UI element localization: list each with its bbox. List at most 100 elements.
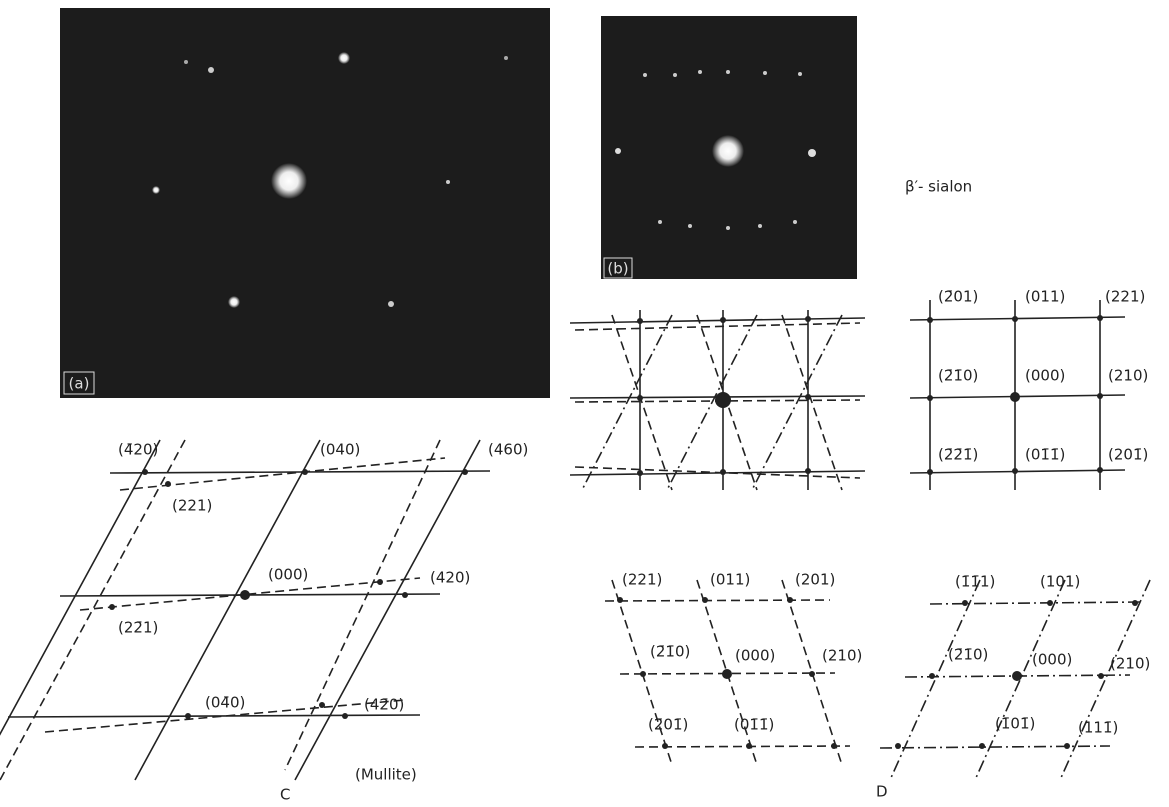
spot bbox=[662, 743, 668, 749]
spot bbox=[1064, 743, 1070, 749]
lattice-line bbox=[135, 440, 320, 780]
spot bbox=[617, 597, 623, 603]
index-label: (000) bbox=[735, 647, 775, 665]
lattice-line bbox=[575, 467, 860, 478]
spot bbox=[165, 481, 171, 487]
spot bbox=[637, 318, 643, 324]
index-label: (420) bbox=[430, 569, 470, 587]
spot bbox=[746, 743, 752, 749]
spot bbox=[1012, 468, 1018, 474]
index-label: (011) bbox=[1025, 288, 1065, 306]
index-label: (2̄01) bbox=[938, 288, 978, 306]
spot bbox=[342, 713, 348, 719]
spot bbox=[979, 743, 985, 749]
index-label: (000) bbox=[1032, 651, 1072, 669]
lattice-line bbox=[930, 602, 1140, 604]
spot bbox=[962, 600, 968, 606]
spot bbox=[715, 392, 731, 408]
spot bbox=[929, 673, 935, 679]
index-label: (201) bbox=[795, 571, 835, 589]
spot bbox=[402, 592, 408, 598]
spot bbox=[109, 604, 115, 610]
figure: (a) (b) β′- sialon (Mullite) C D (4̄20)(… bbox=[0, 0, 1169, 803]
spot bbox=[1047, 600, 1053, 606]
index-label: (210) bbox=[1110, 655, 1150, 673]
lattice-line bbox=[782, 315, 842, 490]
index-label: (011) bbox=[710, 571, 750, 589]
spot bbox=[1098, 673, 1104, 679]
phase-label: β′- sialon bbox=[905, 178, 972, 196]
lattice-line bbox=[667, 315, 757, 490]
spot bbox=[1097, 467, 1103, 473]
spot bbox=[927, 395, 933, 401]
index-label: (040) bbox=[320, 441, 360, 459]
lattice-line bbox=[575, 323, 860, 330]
spot bbox=[787, 597, 793, 603]
lattice-line bbox=[295, 440, 480, 780]
figure-letter: D bbox=[876, 783, 888, 801]
spot bbox=[142, 469, 148, 475]
spot bbox=[377, 579, 383, 585]
spot bbox=[927, 317, 933, 323]
micrograph-a: (a) bbox=[60, 8, 550, 398]
figure-letter: C bbox=[280, 786, 290, 804]
index-label: (221) bbox=[622, 571, 662, 589]
spot bbox=[722, 669, 732, 679]
spot bbox=[319, 702, 325, 708]
index-label: (1̄1̄1) bbox=[955, 573, 995, 591]
index-label: (111̄) bbox=[1078, 719, 1118, 737]
index-label: (201̄) bbox=[1108, 446, 1148, 464]
spot bbox=[462, 469, 468, 475]
spot bbox=[1012, 316, 1018, 322]
spot bbox=[240, 590, 250, 600]
lattice-line bbox=[605, 600, 830, 601]
index-label: (221) bbox=[172, 497, 212, 515]
index-label: (22̄1) bbox=[118, 619, 158, 637]
lattice-line bbox=[890, 580, 980, 780]
panel-label: (b) bbox=[607, 260, 628, 278]
index-label: (2̄1̄0) bbox=[948, 646, 988, 664]
spot bbox=[1132, 600, 1138, 606]
spot bbox=[927, 469, 933, 475]
spot bbox=[1097, 315, 1103, 321]
index-label: (2̄1̄0) bbox=[938, 367, 978, 385]
spot bbox=[1012, 671, 1022, 681]
caption: (Mullite) bbox=[355, 766, 417, 784]
lattice-line bbox=[752, 315, 842, 490]
lattice-line bbox=[1060, 580, 1150, 780]
index-label: (221) bbox=[1105, 288, 1145, 306]
index-label: (01̄1̄) bbox=[734, 716, 774, 734]
spot bbox=[720, 317, 726, 323]
spot bbox=[805, 394, 811, 400]
lattice-line bbox=[0, 440, 185, 780]
spot bbox=[805, 316, 811, 322]
spot bbox=[637, 395, 643, 401]
index-label: (210) bbox=[1108, 367, 1148, 385]
index-label: (2̄01̄) bbox=[648, 716, 688, 734]
index-label: (1̄01̄) bbox=[995, 715, 1035, 733]
micrograph-b: (b) bbox=[601, 16, 857, 279]
spot bbox=[702, 597, 708, 603]
index-label: (000) bbox=[1025, 367, 1065, 385]
spot bbox=[895, 743, 901, 749]
spot bbox=[637, 470, 643, 476]
spot bbox=[720, 469, 726, 475]
spot bbox=[1010, 392, 1020, 402]
index-label: (210) bbox=[822, 647, 862, 665]
spot bbox=[302, 469, 308, 475]
spot bbox=[831, 743, 837, 749]
spot bbox=[805, 468, 811, 474]
spot bbox=[185, 713, 191, 719]
index-label: (2̄2̄1̄) bbox=[938, 446, 978, 464]
index-label: (04̄0) bbox=[205, 694, 245, 712]
index-label: (01̄1̄) bbox=[1025, 446, 1065, 464]
spot bbox=[1097, 393, 1103, 399]
lattice-line bbox=[612, 315, 672, 490]
lattice-line bbox=[285, 440, 440, 770]
spot bbox=[640, 671, 646, 677]
index-label: (101) bbox=[1040, 573, 1080, 591]
index-label: (460) bbox=[488, 441, 528, 459]
index-label: (2̄1̄0) bbox=[650, 643, 690, 661]
spot bbox=[809, 671, 815, 677]
index-label: (000) bbox=[268, 566, 308, 584]
